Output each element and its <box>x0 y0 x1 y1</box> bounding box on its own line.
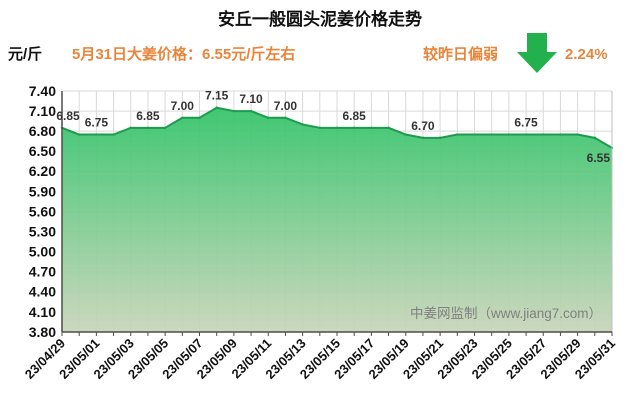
change-percent: 2.24% <box>565 46 608 63</box>
data-label: 6.55 <box>587 151 611 165</box>
data-point <box>301 123 304 126</box>
y-tick-label: 5.00 <box>29 244 56 260</box>
y-tick-label: 5.90 <box>29 183 56 199</box>
data-point <box>421 136 425 140</box>
data-point <box>267 116 270 119</box>
y-axis-unit-label: 元/斤 <box>8 46 43 63</box>
data-point <box>507 133 511 136</box>
data-point <box>576 133 579 136</box>
data-label: 7.15 <box>205 89 229 103</box>
data-label: 7.10 <box>239 92 263 106</box>
y-tick-label: 7.10 <box>29 103 56 119</box>
data-point <box>593 136 597 140</box>
y-tick-label: 5.30 <box>29 223 56 239</box>
trend-text: 较昨日偏弱 <box>423 46 499 63</box>
data-point <box>146 126 150 130</box>
data-point <box>490 133 493 136</box>
y-tick-label: 6.50 <box>29 143 56 159</box>
data-points <box>60 106 614 150</box>
data-point <box>77 133 81 136</box>
chart-title: 安丘一般圆头泥姜价格走势 <box>218 10 422 29</box>
data-point <box>404 133 407 136</box>
data-point <box>438 136 442 140</box>
series-area <box>62 107 612 333</box>
data-point <box>249 109 253 113</box>
data-point <box>542 133 545 136</box>
data-label: 6.75 <box>514 116 538 130</box>
arrow-down-icon <box>517 33 557 73</box>
y-tick-label: 4.40 <box>29 284 56 300</box>
y-tick-label: 7.40 <box>29 83 56 99</box>
data-label: 6.85 <box>136 109 160 123</box>
data-point <box>335 126 339 130</box>
watermark: 中姜网监制（www.jiang7.com） <box>410 306 603 321</box>
data-point <box>456 133 459 136</box>
data-point <box>387 126 390 130</box>
data-point <box>559 133 562 136</box>
data-label: 7.00 <box>274 99 298 113</box>
data-point <box>370 126 373 130</box>
data-point <box>318 126 322 130</box>
data-label: 7.00 <box>171 99 195 113</box>
y-tick-label: 5.60 <box>29 203 56 219</box>
data-point <box>232 109 236 113</box>
y-tick-label: 4.10 <box>29 304 56 320</box>
y-tick-label: 6.80 <box>29 123 56 139</box>
data-label: 6.70 <box>411 119 435 133</box>
y-tick-label: 6.20 <box>29 163 56 179</box>
data-point <box>284 116 287 119</box>
data-point <box>129 126 132 130</box>
price-note: 5月31日大姜价格：6.55元/斤左右 <box>72 46 296 63</box>
data-point <box>352 126 356 130</box>
data-point <box>181 116 184 119</box>
y-tick-label: 4.70 <box>29 264 56 280</box>
data-point <box>215 106 218 109</box>
data-point <box>95 133 98 136</box>
data-point <box>473 133 476 136</box>
data-label: 6.75 <box>85 116 109 130</box>
data-label: 6.85 <box>343 109 367 123</box>
data-point <box>112 133 115 136</box>
data-label: 6.85 <box>56 109 80 123</box>
data-point <box>163 126 167 130</box>
data-point <box>524 133 528 136</box>
data-point <box>198 116 201 119</box>
y-tick-label: 3.80 <box>29 324 56 340</box>
